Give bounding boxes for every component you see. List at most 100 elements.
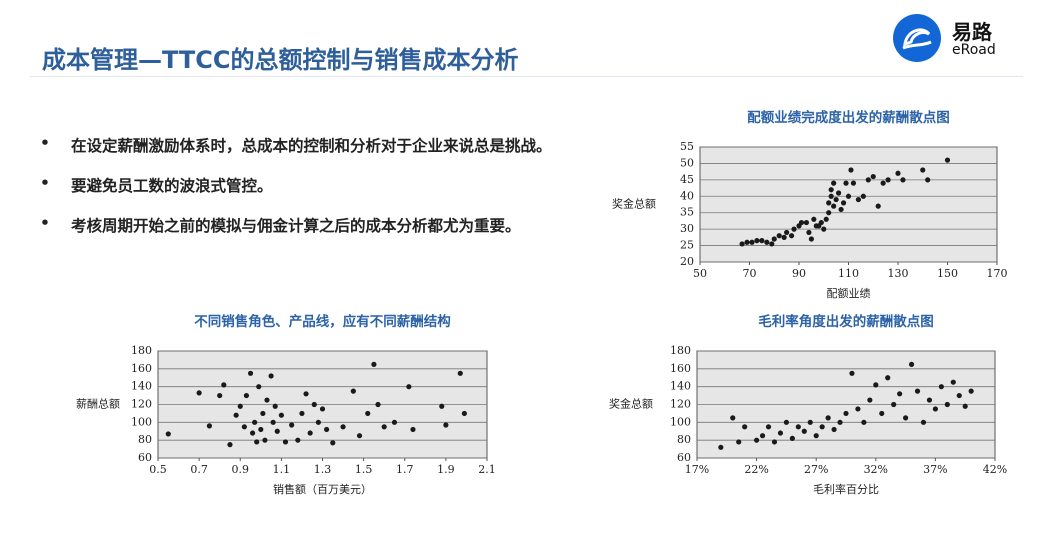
point <box>272 403 278 409</box>
point <box>759 433 766 439</box>
y-tick-label: 60 <box>138 451 152 464</box>
y-tick-label: 60 <box>677 451 691 464</box>
x-tick-label: 17% <box>685 463 709 476</box>
point <box>371 361 377 367</box>
y-tick-label: 120 <box>670 398 691 411</box>
x-axis-label: 销售额（百万美元） <box>273 482 372 496</box>
point <box>895 170 901 176</box>
y-tick-label: 120 <box>131 398 152 411</box>
point <box>897 391 903 397</box>
y-tick-label: 45 <box>680 173 694 186</box>
point <box>391 419 398 425</box>
point <box>268 373 274 379</box>
point <box>880 180 886 186</box>
point <box>962 403 968 409</box>
point <box>836 190 842 196</box>
point <box>196 390 202 396</box>
point <box>439 403 445 409</box>
point <box>870 173 876 180</box>
point <box>221 382 227 388</box>
point <box>808 236 814 242</box>
y-tick-label: 80 <box>677 433 691 446</box>
x-tick-label: 170 <box>987 267 1008 280</box>
point <box>381 424 387 430</box>
point <box>315 419 321 425</box>
point <box>237 403 243 409</box>
point <box>831 203 837 209</box>
point <box>771 439 778 445</box>
point <box>243 392 250 399</box>
x-tick-label: 42% <box>983 463 1007 476</box>
point <box>241 424 247 430</box>
point <box>821 226 827 232</box>
point <box>838 206 844 213</box>
point <box>845 193 852 199</box>
point <box>258 426 264 433</box>
point <box>818 219 824 226</box>
point <box>282 439 289 445</box>
y-tick-label: 40 <box>680 189 694 202</box>
point <box>843 410 849 417</box>
point <box>823 216 829 222</box>
y-tick-label: 140 <box>670 380 691 393</box>
point <box>826 210 832 216</box>
point <box>833 196 839 203</box>
point <box>254 439 260 445</box>
point <box>289 422 295 428</box>
point <box>849 370 855 376</box>
plot-area <box>699 146 998 263</box>
point <box>252 419 258 425</box>
point <box>311 401 317 408</box>
point <box>795 424 801 430</box>
y-axis-label: 奖金总额 <box>609 397 653 411</box>
point <box>754 238 760 244</box>
x-tick-label: 1.9 <box>437 463 455 476</box>
point <box>932 406 939 412</box>
point <box>788 233 795 239</box>
y-tick-label: 180 <box>131 344 152 357</box>
x-tick-label: 22% <box>744 463 768 476</box>
point <box>938 384 944 390</box>
x-tick-label: 32% <box>864 463 888 476</box>
point <box>855 406 861 412</box>
point <box>771 236 777 242</box>
y-tick-label: 100 <box>670 415 691 428</box>
point <box>944 157 951 163</box>
point <box>825 415 831 421</box>
point <box>299 410 305 417</box>
point <box>925 177 931 183</box>
point <box>264 397 270 403</box>
point <box>837 419 843 425</box>
point <box>789 435 795 441</box>
point <box>739 241 745 247</box>
chart-title: 不同销售角色、产品线，应有不同薪酬结构 <box>194 313 451 330</box>
divider <box>30 76 1023 77</box>
logo-name: 易路 <box>952 20 992 44</box>
y-axis-label: 薪酬总额 <box>76 397 120 411</box>
x-tick-label: 110 <box>838 267 859 280</box>
point <box>900 177 906 183</box>
point <box>828 193 834 199</box>
x-tick-label: 1.3 <box>314 463 332 476</box>
point <box>410 426 416 433</box>
point <box>879 410 885 417</box>
point <box>764 239 770 245</box>
point <box>831 426 837 433</box>
y-tick-label: 30 <box>680 222 694 235</box>
point <box>840 200 847 206</box>
x-tick-label: 27% <box>804 463 828 476</box>
point <box>227 442 233 448</box>
point <box>461 410 467 417</box>
y-tick-label: 140 <box>131 380 152 393</box>
logo-sub: eRoad <box>952 42 996 58</box>
bullet: 考核周期开始之前的模拟与佣金计算之后的成本分析都尤为重要。 <box>40 214 640 236</box>
point <box>908 361 915 367</box>
y-tick-label: 160 <box>670 362 691 375</box>
point <box>860 193 866 199</box>
x-tick-label: 0.7 <box>190 463 208 476</box>
point <box>798 219 805 226</box>
x-tick-label: 0.9 <box>232 463 250 476</box>
x-tick-label: 150 <box>937 267 958 280</box>
point <box>811 216 817 222</box>
